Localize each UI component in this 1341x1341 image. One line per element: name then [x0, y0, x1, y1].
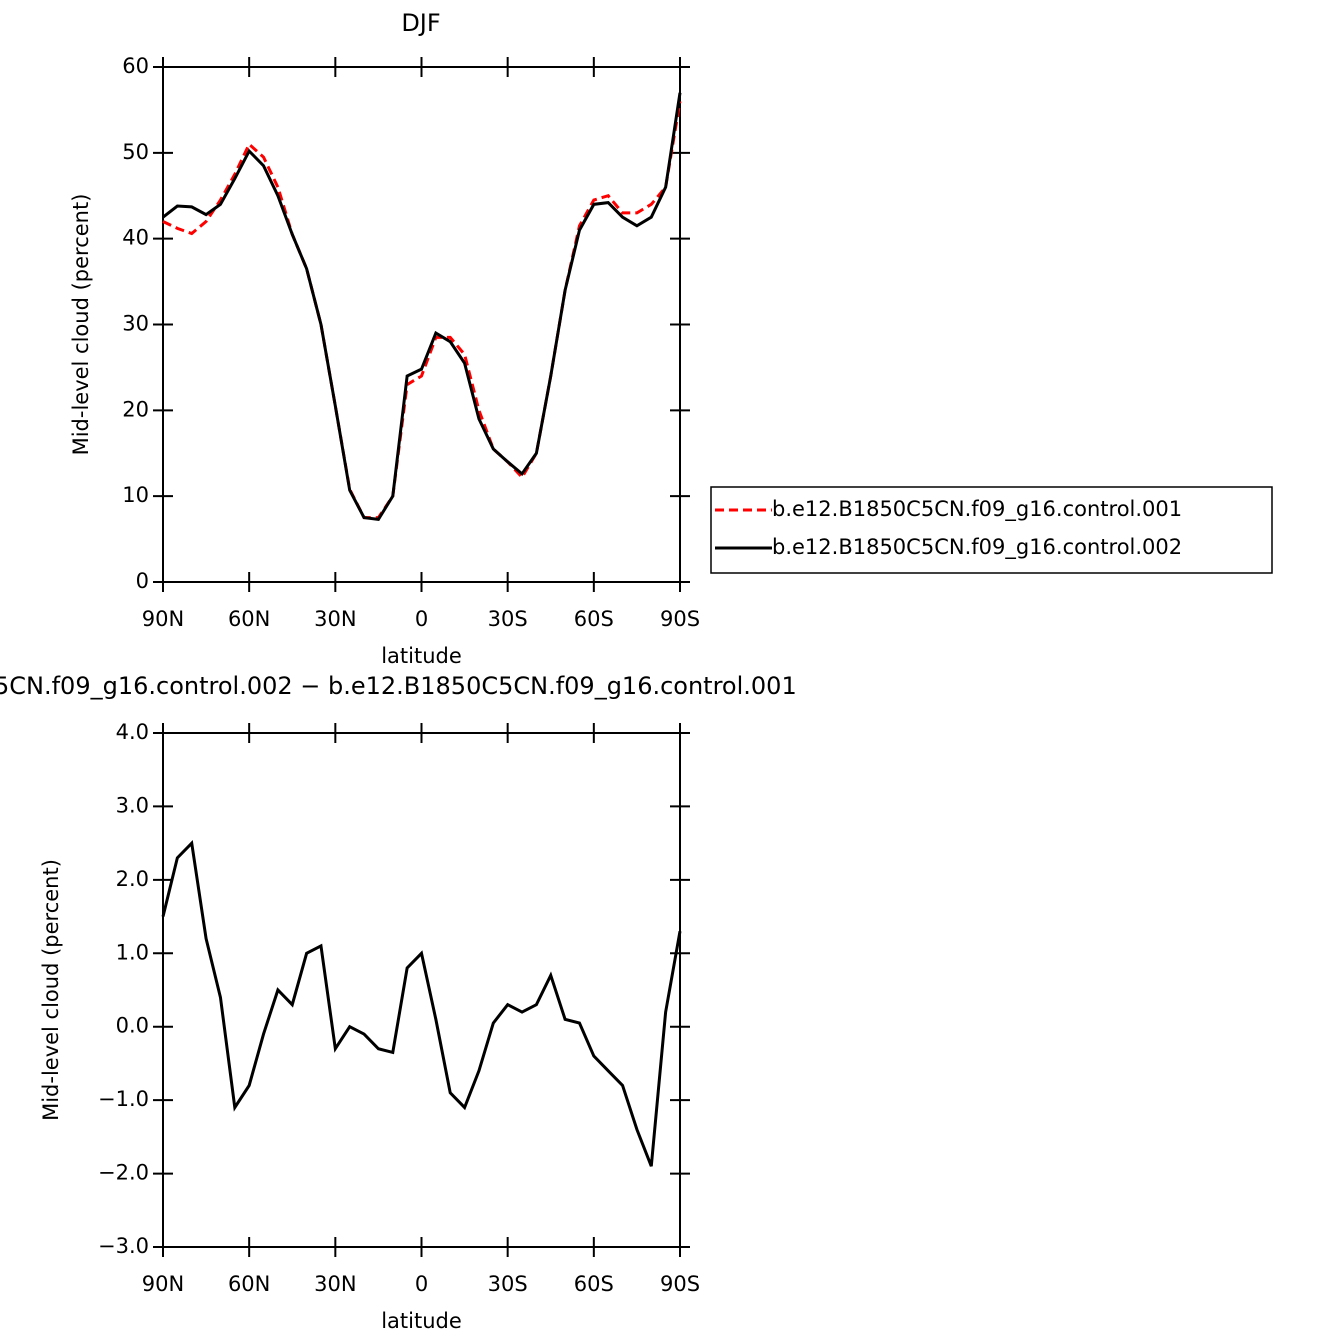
y-tick-label: 4.0	[116, 720, 149, 744]
data-line	[162, 101, 682, 520]
x-tick-label: 90N	[142, 607, 184, 631]
x-tick-label: 60S	[574, 607, 614, 631]
chart-title: DJF	[401, 9, 440, 37]
x-tick-label: 60N	[228, 1272, 270, 1296]
y-tick-label: −1.0	[98, 1087, 149, 1111]
chart-title: 5CN.f09_g16.control.002 − b.e12.B1850C5C…	[0, 672, 797, 700]
y-tick-label: −3.0	[98, 1234, 149, 1258]
data-line	[161, 839, 682, 1167]
y-tick-label: 20	[122, 397, 149, 421]
y-tick-label: 3.0	[116, 793, 149, 817]
legend-box	[710, 486, 1273, 574]
x-axis-label: latitude	[381, 644, 462, 668]
y-tick-label: 60	[122, 54, 149, 78]
x-tick-label: 90S	[660, 1272, 700, 1296]
y-tick-label: 50	[122, 140, 149, 164]
y-tick-label: 1.0	[116, 940, 149, 964]
y-tick-label: 2.0	[116, 867, 149, 891]
y-axis-label: Mid-level cloud (percent)	[39, 859, 63, 1121]
plot-frame	[162, 732, 681, 1248]
x-tick-label: 60S	[574, 1272, 614, 1296]
y-tick-label: −2.0	[98, 1161, 149, 1185]
x-tick-label: 90S	[660, 607, 700, 631]
x-tick-label: 90N	[142, 1272, 184, 1296]
y-tick-label: 10	[122, 483, 149, 507]
y-tick-label: 40	[122, 226, 149, 250]
x-axis-label: latitude	[381, 1309, 462, 1333]
x-tick-label: 30S	[488, 607, 528, 631]
y-tick-label: 30	[122, 312, 149, 336]
legend-label: b.e12.B1850C5CN.f09_g16.control.002	[772, 535, 1182, 560]
x-tick-label: 60N	[228, 607, 270, 631]
y-tick-label: 0.0	[116, 1014, 149, 1038]
x-tick-label: 30N	[314, 1272, 356, 1296]
x-tick-label: 30N	[314, 607, 356, 631]
y-axis-label: Mid-level cloud (percent)	[69, 194, 93, 456]
y-tick-label: 0	[136, 569, 149, 593]
x-tick-label: 0	[415, 1272, 428, 1296]
legend-label: b.e12.B1850C5CN.f09_g16.control.001	[772, 497, 1182, 522]
plot-frame	[162, 66, 681, 583]
x-tick-label: 30S	[488, 1272, 528, 1296]
x-tick-label: 0	[415, 607, 428, 631]
data-line	[162, 92, 682, 521]
